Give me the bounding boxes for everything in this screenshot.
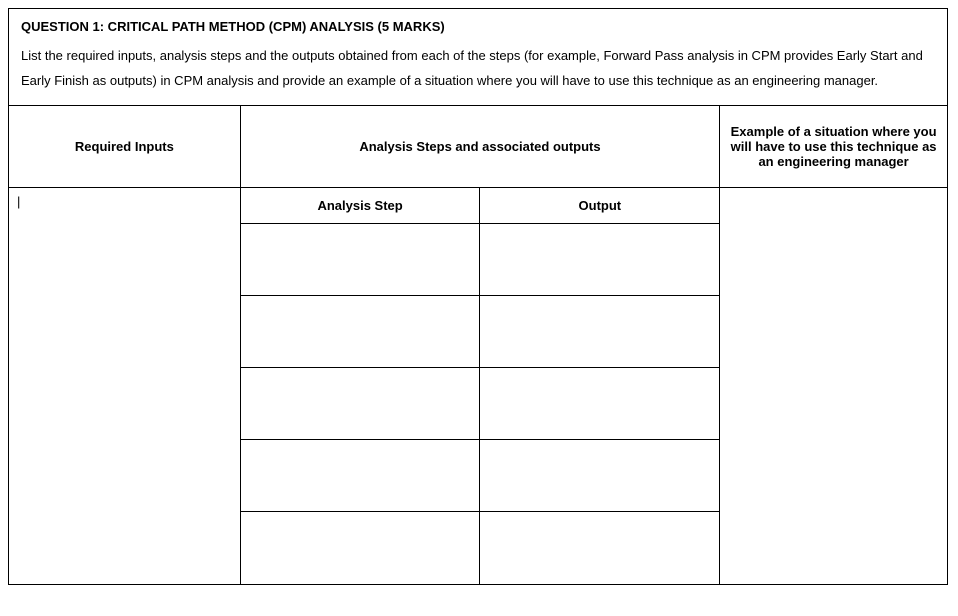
header-analysis-steps: Analysis Steps and associated outputs — [240, 106, 719, 188]
required-inputs-cell[interactable]: | — [9, 188, 241, 585]
table-row — [241, 368, 719, 440]
table-row — [241, 440, 719, 512]
example-cell[interactable] — [720, 188, 948, 585]
step-cell[interactable] — [241, 296, 480, 368]
question-header-cell: QUESTION 1: CRITICAL PATH METHOD (CPM) A… — [9, 9, 948, 106]
question-table: QUESTION 1: CRITICAL PATH METHOD (CPM) A… — [8, 8, 948, 585]
text-cursor: | — [17, 194, 20, 209]
table-row — [241, 296, 719, 368]
output-cell[interactable] — [480, 368, 719, 440]
question-body: List the required inputs, analysis steps… — [21, 44, 935, 93]
output-cell[interactable] — [480, 224, 719, 296]
step-cell[interactable] — [241, 368, 480, 440]
table-row — [241, 512, 719, 584]
table-row — [241, 224, 719, 296]
step-cell[interactable] — [241, 224, 480, 296]
inner-header-step: Analysis Step — [241, 188, 480, 224]
step-cell[interactable] — [241, 512, 480, 584]
analysis-steps-cell: Analysis Step Output — [240, 188, 719, 585]
output-cell[interactable] — [480, 296, 719, 368]
question-title: QUESTION 1: CRITICAL PATH METHOD (CPM) A… — [21, 19, 935, 34]
header-required-inputs: Required Inputs — [9, 106, 241, 188]
inner-header-output: Output — [480, 188, 719, 224]
analysis-steps-inner-table: Analysis Step Output — [241, 188, 719, 584]
output-cell[interactable] — [480, 512, 719, 584]
step-cell[interactable] — [241, 440, 480, 512]
header-example: Example of a situation where you will ha… — [720, 106, 948, 188]
output-cell[interactable] — [480, 440, 719, 512]
